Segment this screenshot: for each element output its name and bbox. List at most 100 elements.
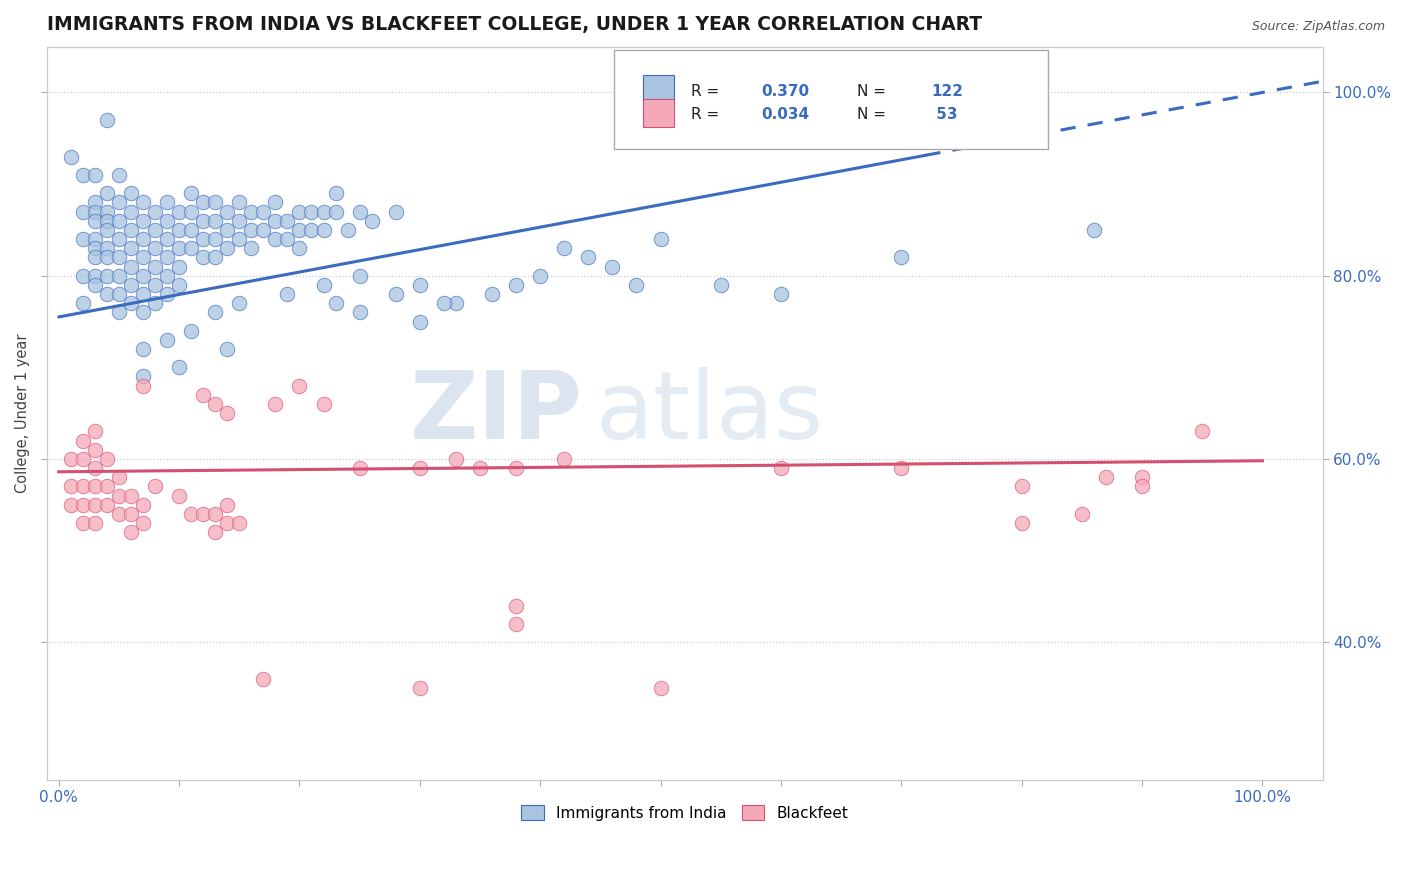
Point	[143, 204, 166, 219]
Point	[156, 287, 179, 301]
Point	[360, 213, 382, 227]
Point	[59, 452, 82, 467]
Point	[217, 342, 239, 356]
Point	[72, 452, 94, 467]
Point	[444, 452, 467, 467]
Point	[264, 213, 287, 227]
Point	[349, 268, 371, 283]
Point	[384, 204, 406, 219]
Point	[769, 287, 792, 301]
Point	[143, 296, 166, 310]
Point	[132, 251, 155, 265]
Point	[132, 268, 155, 283]
Point	[120, 525, 142, 540]
Point	[288, 223, 311, 237]
Point	[132, 342, 155, 356]
Point	[83, 277, 105, 292]
Point	[276, 213, 298, 227]
Point	[83, 251, 105, 265]
Point	[217, 498, 239, 512]
Point	[650, 681, 672, 695]
Point	[325, 204, 347, 219]
Point	[312, 277, 335, 292]
Point	[167, 241, 190, 255]
Point	[96, 479, 118, 493]
Point	[180, 186, 202, 201]
Point	[108, 507, 131, 521]
Point	[108, 168, 131, 182]
Point	[191, 213, 214, 227]
Point	[156, 195, 179, 210]
Point	[72, 498, 94, 512]
Point	[180, 241, 202, 255]
Text: 122: 122	[931, 84, 963, 99]
Point	[143, 277, 166, 292]
Point	[553, 241, 575, 255]
Point	[349, 305, 371, 319]
Point	[191, 232, 214, 246]
Point	[191, 251, 214, 265]
Point	[83, 268, 105, 283]
Text: Source: ZipAtlas.com: Source: ZipAtlas.com	[1251, 20, 1385, 33]
Point	[252, 204, 274, 219]
Point	[167, 489, 190, 503]
Point	[180, 223, 202, 237]
Point	[264, 195, 287, 210]
Point	[505, 277, 527, 292]
Point	[96, 287, 118, 301]
Point	[59, 479, 82, 493]
Point	[132, 213, 155, 227]
Point	[72, 434, 94, 448]
Point	[132, 287, 155, 301]
Point	[108, 195, 131, 210]
Point	[505, 461, 527, 475]
Point	[228, 213, 250, 227]
Point	[191, 507, 214, 521]
Point	[120, 277, 142, 292]
Point	[96, 186, 118, 201]
Point	[167, 223, 190, 237]
Point	[96, 268, 118, 283]
Point	[120, 296, 142, 310]
Point	[167, 204, 190, 219]
Point	[252, 672, 274, 686]
Text: 0.034: 0.034	[761, 107, 810, 122]
Point	[204, 195, 226, 210]
Point	[96, 213, 118, 227]
Point	[204, 213, 226, 227]
Point	[96, 498, 118, 512]
Point	[240, 223, 263, 237]
Point	[108, 232, 131, 246]
Point	[83, 425, 105, 439]
Point	[156, 268, 179, 283]
FancyBboxPatch shape	[614, 50, 1049, 149]
Point	[240, 204, 263, 219]
Point	[72, 168, 94, 182]
Point	[409, 461, 432, 475]
Text: R =: R =	[690, 107, 724, 122]
Point	[180, 507, 202, 521]
Text: R =: R =	[690, 84, 724, 99]
Text: N =: N =	[856, 84, 891, 99]
Point	[143, 479, 166, 493]
Point	[83, 213, 105, 227]
Point	[156, 232, 179, 246]
Point	[217, 516, 239, 530]
Point	[59, 150, 82, 164]
Point	[72, 204, 94, 219]
Point	[288, 204, 311, 219]
Legend: Immigrants from India, Blackfeet: Immigrants from India, Blackfeet	[515, 798, 855, 827]
Point	[120, 223, 142, 237]
Point	[120, 241, 142, 255]
Point	[710, 277, 733, 292]
Point	[156, 251, 179, 265]
Point	[83, 195, 105, 210]
Point	[59, 498, 82, 512]
Point	[890, 461, 912, 475]
Point	[132, 369, 155, 384]
Point	[108, 489, 131, 503]
Point	[1191, 425, 1213, 439]
Point	[1011, 516, 1033, 530]
Point	[217, 241, 239, 255]
Point	[83, 479, 105, 493]
